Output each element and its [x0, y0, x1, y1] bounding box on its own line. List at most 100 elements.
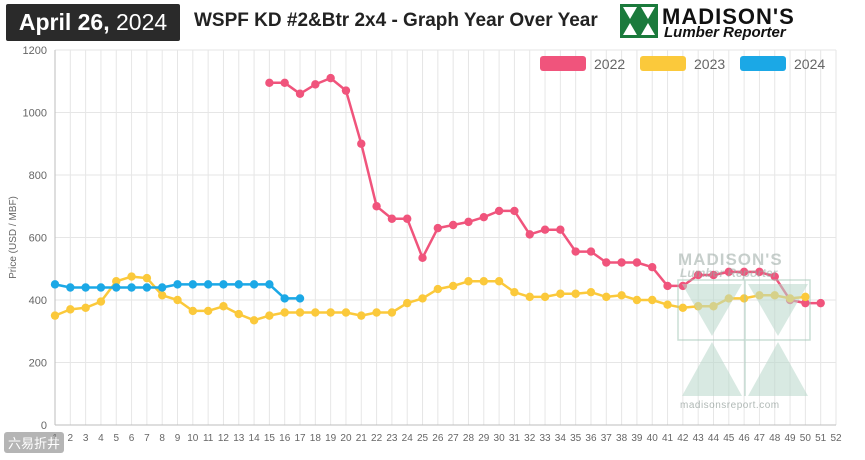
data-point-2022 — [571, 247, 580, 256]
data-point-2023 — [602, 292, 611, 302]
data-point-2022 — [510, 206, 519, 216]
x-tick-label: 26 — [432, 433, 444, 444]
data-point-2024 — [66, 283, 75, 292]
data-point-2024 — [234, 280, 243, 289]
data-point-2022 — [709, 270, 718, 280]
watermark-trees-icon — [677, 279, 811, 396]
data-point-2023 — [464, 277, 473, 286]
date-year: 2024 — [109, 9, 168, 35]
x-tick-label: 40 — [647, 433, 659, 444]
watermark-subtitle: Lumber Reporter — [680, 266, 778, 280]
legend-swatch — [640, 56, 686, 71]
data-point-2024 — [127, 283, 136, 292]
data-point-2022 — [341, 86, 351, 95]
data-point-2022 — [464, 217, 473, 227]
data-point-2023 — [96, 297, 106, 306]
data-point-2022 — [372, 202, 381, 211]
data-point-2022 — [295, 89, 305, 98]
madisons-logo-icon — [620, 4, 658, 38]
data-point-2023 — [739, 294, 749, 303]
x-tick-label: 12 — [218, 433, 230, 444]
x-tick-label: 2 — [68, 433, 74, 444]
x-tick-label: 30 — [494, 433, 506, 444]
data-point-2023 — [632, 295, 642, 305]
data-point-2022 — [357, 139, 366, 148]
data-point-2023 — [433, 284, 443, 294]
x-tick-label: 13 — [233, 433, 245, 444]
y-tick-label: 800 — [29, 170, 47, 182]
x-tick-label: 3 — [83, 433, 89, 444]
x-tick-label: 52 — [830, 433, 842, 444]
data-point-2023 — [403, 298, 412, 308]
data-point-2022 — [418, 253, 427, 263]
data-point-2022 — [448, 220, 458, 230]
brand-subtitle: Lumber Reporter — [664, 24, 786, 41]
data-point-2022 — [693, 270, 703, 280]
data-point-2022 — [770, 272, 779, 281]
data-point-2023 — [801, 292, 810, 302]
legend-label: 2022 — [594, 56, 626, 72]
data-point-2023 — [678, 303, 688, 313]
watermark-name: MADISON'S — [678, 250, 783, 269]
data-point-2022 — [265, 78, 274, 88]
brand-logo: MADISON'S Lumber Reporter — [620, 4, 860, 41]
y-tick-label: 1200 — [23, 45, 47, 57]
data-point-2022 — [525, 230, 534, 239]
data-point-2022 — [556, 225, 565, 234]
x-tick-label: 19 — [325, 433, 337, 444]
brand-name: MADISON'S — [662, 4, 795, 29]
data-point-2022 — [433, 223, 443, 233]
data-point-2023 — [157, 291, 167, 300]
data-point-2022 — [403, 214, 412, 223]
data-point-2023 — [50, 311, 60, 320]
x-tick-label: 33 — [539, 433, 551, 444]
data-point-2022 — [801, 298, 810, 308]
x-tick-label: 20 — [340, 433, 352, 444]
x-tick-label: 17 — [294, 433, 306, 444]
chart-title: WSPF KD #2&Btr 2x4 - Graph Year Over Yea… — [194, 10, 598, 31]
x-tick-label: 24 — [402, 433, 414, 444]
x-tick-label: 37 — [601, 433, 613, 444]
data-point-2022 — [280, 78, 289, 88]
data-point-2023 — [387, 308, 397, 317]
x-tick-label: 10 — [187, 433, 199, 444]
x-tick-label: 49 — [784, 433, 796, 444]
data-point-2023 — [326, 308, 335, 317]
x-tick-label: 23 — [386, 433, 398, 444]
data-point-2023 — [203, 306, 213, 316]
data-point-2023 — [479, 277, 488, 286]
legend-swatch — [740, 56, 786, 71]
x-tick-label: 38 — [616, 433, 628, 444]
data-point-2022 — [311, 80, 320, 89]
y-tick-label: 200 — [29, 358, 47, 370]
x-tick-label: 50 — [800, 433, 812, 444]
data-point-2023 — [311, 308, 320, 317]
data-point-2023 — [280, 308, 289, 317]
data-point-2023 — [418, 294, 427, 303]
source-tag: 六易折井 — [4, 432, 65, 453]
data-point-2024 — [203, 280, 213, 289]
data-point-2022 — [586, 247, 596, 256]
date-badge: April 26, 2024 — [6, 4, 180, 41]
data-point-2023 — [112, 277, 121, 286]
x-tick-label: 42 — [677, 433, 689, 444]
x-tick-label: 43 — [693, 433, 705, 444]
x-tick-label: 39 — [631, 433, 643, 444]
x-tick-label: 35 — [570, 433, 582, 444]
data-point-2024 — [265, 280, 274, 289]
data-point-2023 — [448, 281, 458, 291]
data-point-2023 — [188, 306, 198, 316]
data-point-2022 — [540, 225, 550, 234]
data-point-2022 — [816, 298, 825, 308]
x-tick-label: 44 — [708, 433, 720, 444]
x-tick-label: 27 — [448, 433, 460, 444]
data-point-2023 — [372, 308, 381, 317]
x-tick-label: 48 — [769, 433, 781, 444]
data-point-2024 — [112, 283, 121, 292]
x-tick-label: 51 — [815, 433, 827, 444]
data-point-2022 — [494, 206, 504, 216]
data-point-2022 — [602, 258, 611, 267]
data-point-2022 — [739, 267, 749, 277]
x-tick-label: 29 — [478, 433, 490, 444]
x-tick-label: 47 — [754, 433, 766, 444]
